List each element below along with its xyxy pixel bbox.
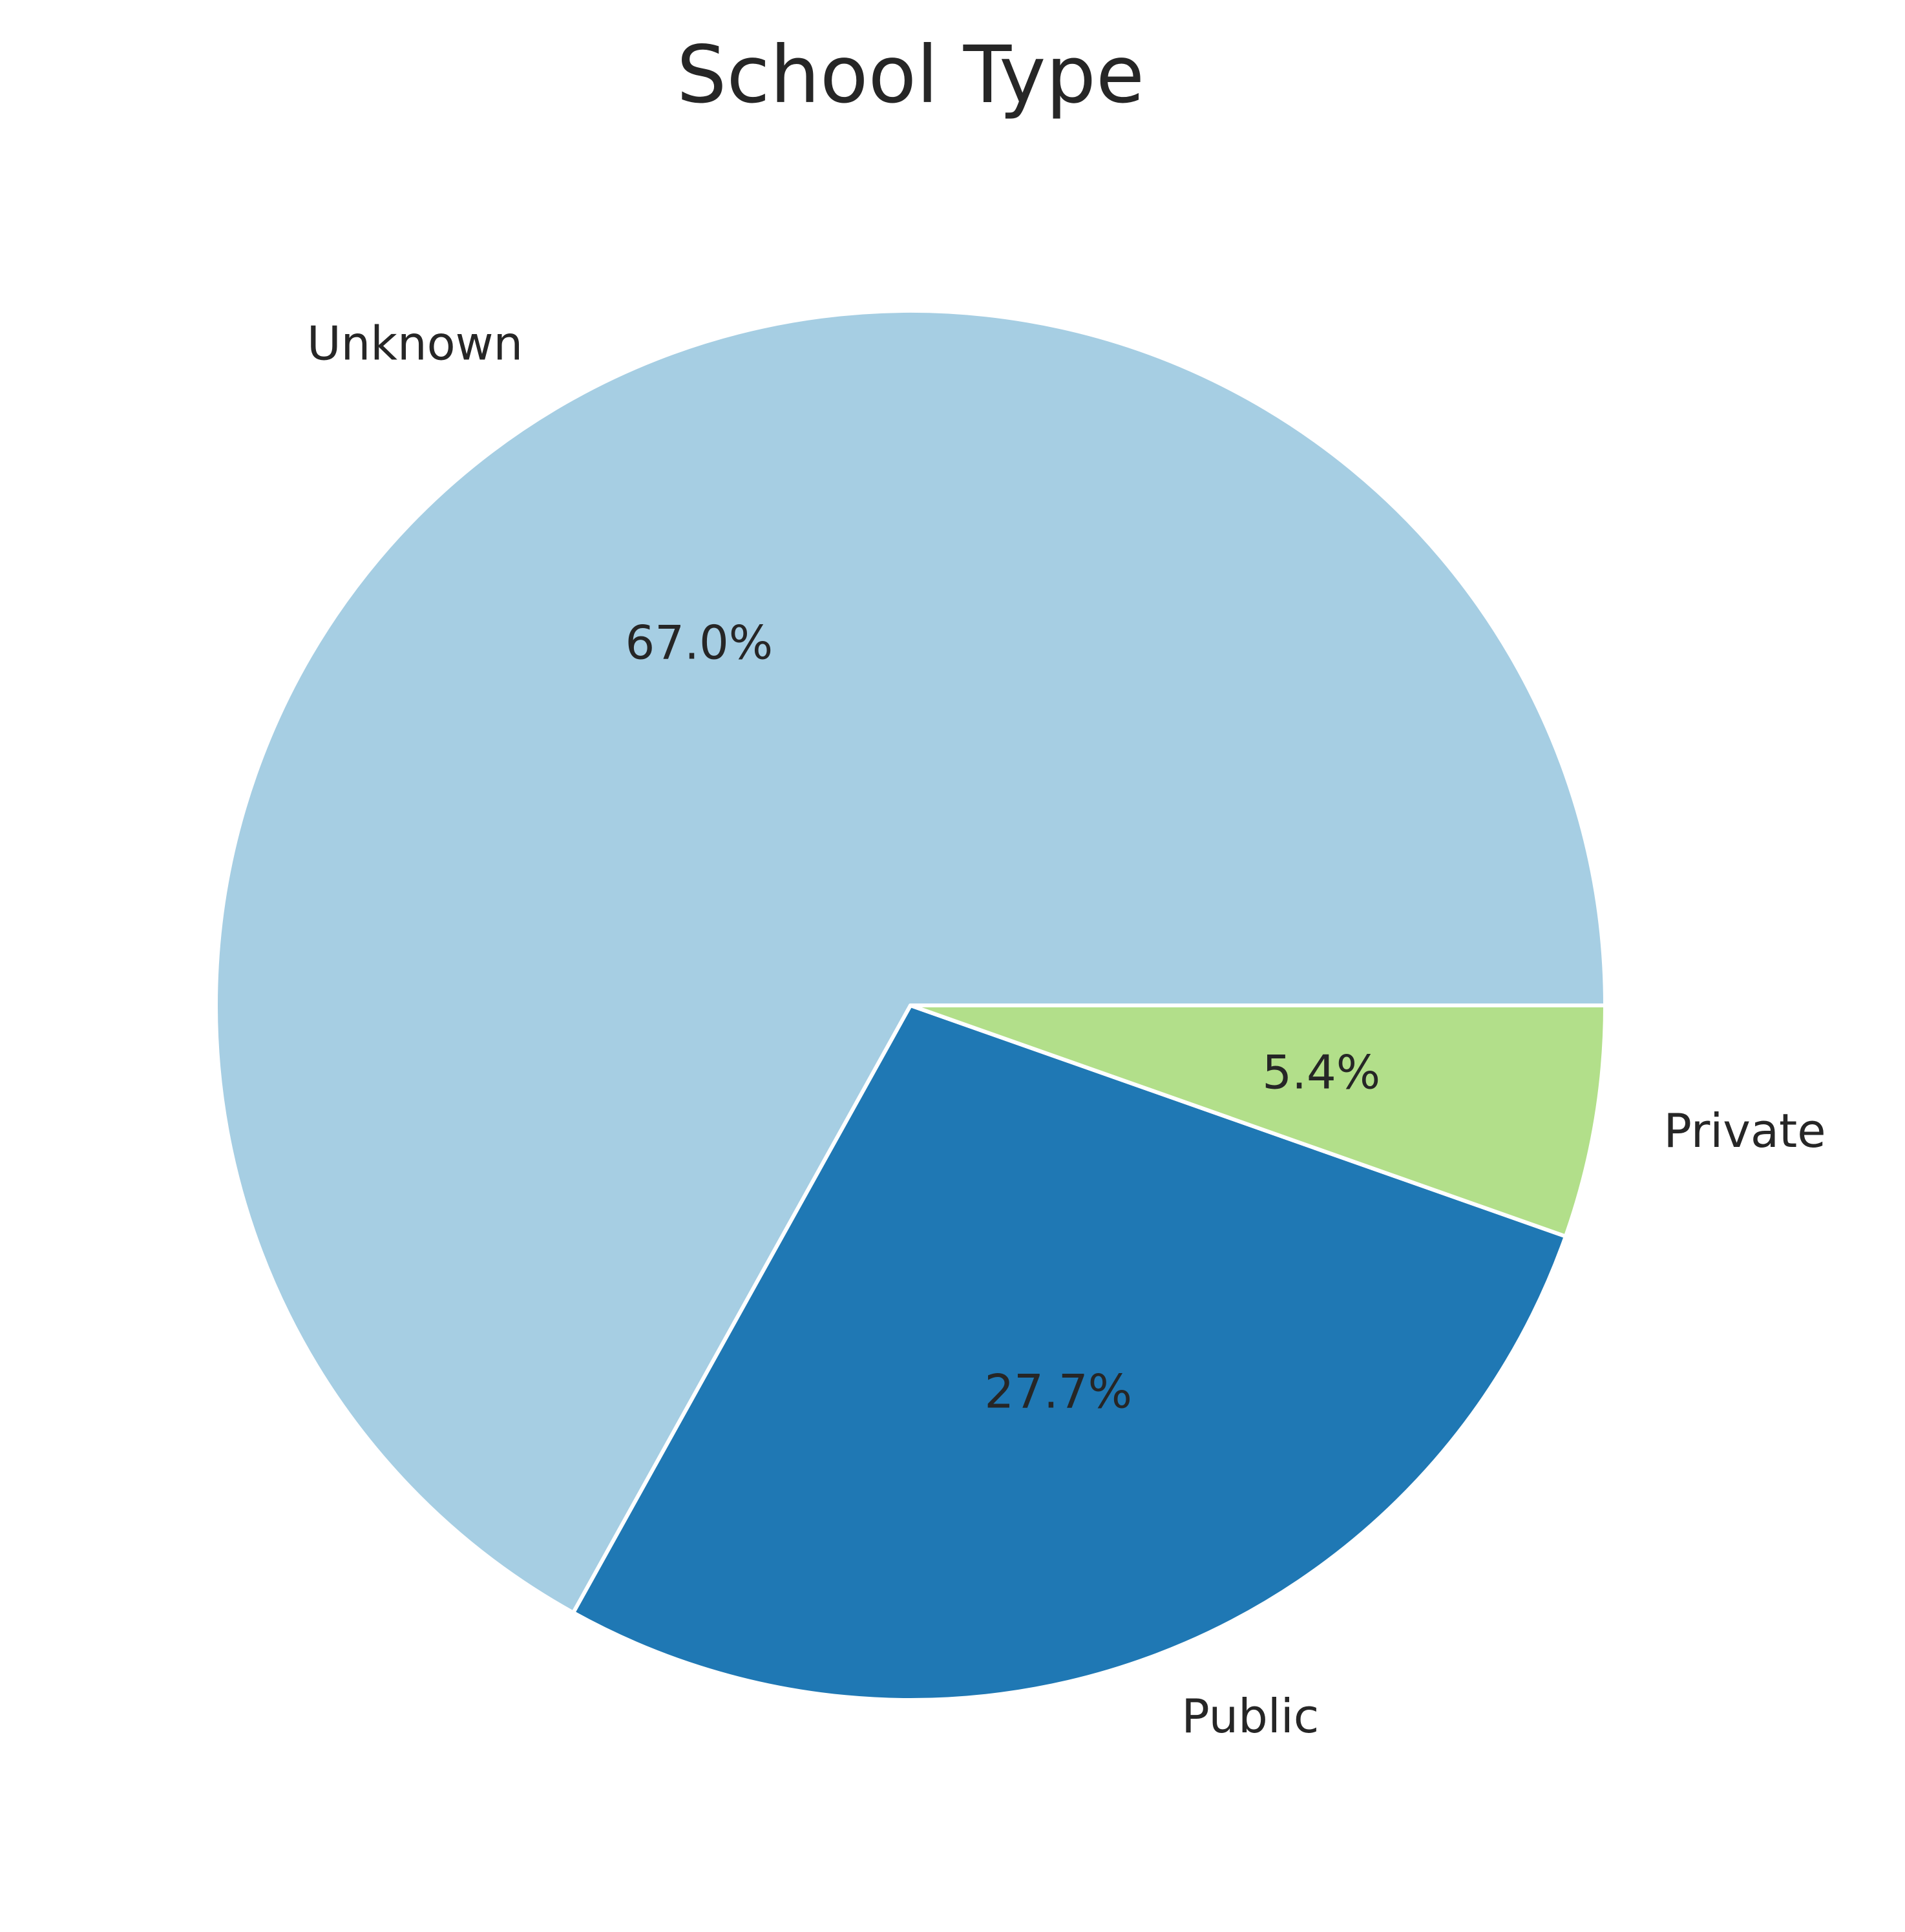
pie-labels: Unknown 67.0% Public 27.7% Private 5.4% xyxy=(307,316,1826,1743)
slice-percent-unknown: 67.0% xyxy=(625,616,773,670)
slice-percent-private: 5.4% xyxy=(1262,1045,1380,1099)
slice-label-private: Private xyxy=(1664,1104,1826,1158)
slice-percent-public: 27.7% xyxy=(984,1365,1132,1419)
pie-slice-private xyxy=(909,1003,1607,1239)
pie-slice-public xyxy=(571,1003,1568,1702)
pie-slice-unknown xyxy=(214,308,1607,1615)
chart-title: School Type xyxy=(677,29,1144,121)
slice-label-public: Public xyxy=(1181,1689,1319,1743)
pie-slices xyxy=(214,308,1607,1702)
slice-label-unknown: Unknown xyxy=(307,316,523,370)
